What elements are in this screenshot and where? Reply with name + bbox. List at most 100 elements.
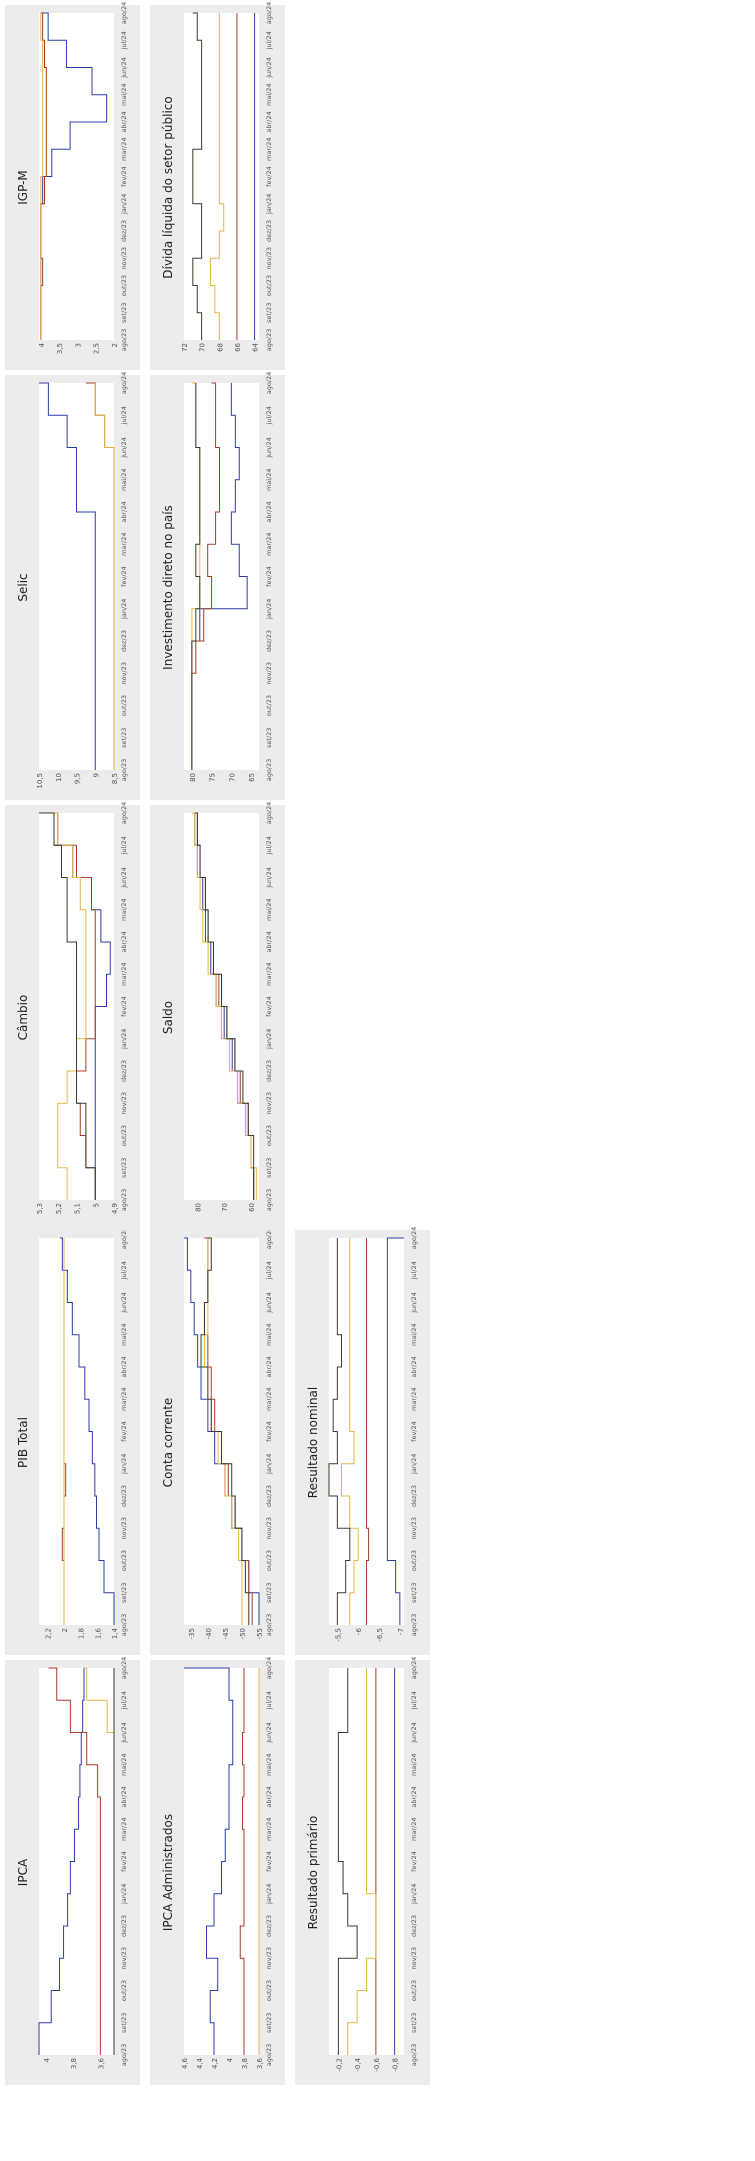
- chart-title-pib: PIB Total: [16, 1417, 30, 1468]
- xtick-ipca: fev/24: [120, 1851, 128, 1872]
- xtick-ipca_adm: mai/24: [265, 1753, 273, 1776]
- chart-title-saldo: Saldo: [161, 1001, 175, 1034]
- xtick-conta_corrente: mai/24: [265, 1323, 273, 1346]
- xtick-igpm: jul/24: [120, 31, 128, 50]
- plot-area-divida: [184, 13, 259, 340]
- panel-saldo: Saldo 80 70 60 ago/23 set/23 out/23 nov/23 dez/2…: [161, 802, 273, 1212]
- xtick-pib: out/23: [120, 1550, 128, 1571]
- xtick-ipca_adm: abr/24: [265, 1786, 273, 1807]
- xtick-saldo: nov/23: [265, 1092, 273, 1114]
- xtick-cambio: ago/23: [120, 1189, 128, 1212]
- xtick-ipca_adm: nov/23: [265, 1947, 273, 1969]
- xtick-resultado_nominal: jun/24: [410, 1292, 418, 1314]
- xtick-cambio: jun/24: [120, 867, 128, 889]
- xtick-saldo: ago/24: [265, 802, 273, 825]
- xtick-divida: jan/24: [265, 194, 273, 215]
- xtick-saldo: abr/24: [265, 931, 273, 952]
- ytick-igpm: 3,5: [56, 343, 64, 354]
- ytick-idp: 75: [209, 773, 217, 782]
- xtick-pib: jan/24: [120, 1454, 128, 1475]
- xtick-idp: fev/24: [265, 566, 273, 587]
- series-line-igpm-2: [40, 13, 44, 340]
- xtick-cambio: abr/24: [120, 931, 128, 952]
- xtick-cambio: set/23: [120, 1158, 128, 1178]
- xtick-ipca_adm: jan/24: [265, 1884, 273, 1905]
- xtick-resultado_nominal: nov/23: [410, 1517, 418, 1539]
- xtick-idp: jul/24: [265, 406, 273, 425]
- xtick-resultado_nominal: set/23: [410, 1583, 418, 1603]
- xtick-igpm: fev/24: [120, 166, 128, 187]
- xtick-ipca: jul/24: [120, 1691, 128, 1710]
- plot-area-ipca: [39, 1668, 114, 2055]
- xtick-ipca: mai/24: [120, 1753, 128, 1776]
- series-line-saldo-3: [194, 812, 255, 1200]
- xtick-cambio: fev/24: [120, 996, 128, 1017]
- plot-area-pib: [39, 1238, 114, 1625]
- xtick-divida: out/23: [265, 275, 273, 296]
- chart-title-conta_corrente: Conta corrente: [161, 1398, 175, 1488]
- ytick-ipca: 3,8: [70, 2058, 78, 2069]
- xtick-resultado_nominal: fev/24: [410, 1421, 418, 1442]
- xtick-resultado_primario: jun/24: [410, 1722, 418, 1744]
- xtick-selic: abr/24: [120, 501, 128, 522]
- xtick-resultado_nominal: ago/24: [410, 1227, 418, 1250]
- xtick-ipca: jan/24: [120, 1884, 128, 1905]
- chart-title-resultado_nominal: Resultado nominal: [306, 1387, 320, 1498]
- xtick-idp: mai/24: [265, 468, 273, 491]
- ytick-resultado_nominal: -5,5: [334, 1628, 342, 1642]
- xtick-divida: nov/23: [265, 247, 273, 269]
- xtick-divida: abr/24: [265, 111, 273, 132]
- xtick-pib: nov/23: [120, 1517, 128, 1539]
- series-line-divida-2: [209, 13, 225, 340]
- ytick-divida: 64: [252, 342, 260, 351]
- ytick-pib: 1,4: [111, 1627, 119, 1639]
- xtick-resultado_primario: ago/24: [410, 1657, 418, 1680]
- xtick-idp: ago/23: [265, 759, 273, 782]
- ytick-divida: 72: [181, 343, 189, 352]
- series-line-idp-3: [191, 383, 201, 770]
- ytick-conta_corrente: -45: [222, 1628, 230, 1639]
- xtick-divida: set/23: [265, 303, 273, 323]
- xtick-saldo: set/23: [265, 1158, 273, 1178]
- panel-pib: PIB Total 2,2 2 1,8 1,6 1,4 ago/23 set/23 out/23…: [16, 1227, 128, 1639]
- panel-conta_corrente: Conta corrente -35 -40 -45 -50 -55 ago/23 set/2…: [161, 1227, 273, 1640]
- xtick-igpm: out/23: [120, 275, 128, 296]
- series-line-cambio-2: [42, 812, 87, 1200]
- xtick-selic: jan/24: [120, 599, 128, 620]
- xtick-resultado_primario: mai/24: [410, 1753, 418, 1776]
- xtick-saldo: ago/23: [265, 1189, 273, 1212]
- ytick-cambio: 5: [92, 1203, 100, 1207]
- xtick-ipca_adm: ago/24: [265, 1657, 273, 1680]
- xtick-divida: mai/24: [265, 83, 273, 106]
- chart-title-resultado_primario: Resultado primário: [306, 1816, 320, 1930]
- xtick-ipca_adm: ago/23: [265, 2044, 273, 2067]
- ytick-divida: 68: [216, 343, 224, 352]
- ytick-conta_corrente: -35: [188, 1628, 196, 1639]
- ytick-resultado_primario: -0,6: [373, 2057, 381, 2071]
- ytick-idp: 70: [228, 773, 236, 782]
- ytick-igpm: 2: [111, 343, 119, 347]
- series-line-conta_corrente-3: [200, 1237, 250, 1625]
- xtick-idp: set/23: [265, 728, 273, 748]
- chart-title-cambio: Câmbio: [16, 995, 30, 1041]
- ytick-conta_corrente: -40: [205, 1628, 213, 1639]
- xtick-idp: abr/24: [265, 501, 273, 522]
- xtick-resultado_primario: set/23: [410, 2013, 418, 2033]
- xtick-conta_corrente: abr/24: [265, 1356, 273, 1377]
- xtick-divida: mar/24: [265, 138, 273, 161]
- ytick-resultado_primario: -0,2: [335, 2058, 343, 2072]
- ytick-conta_corrente: -55: [256, 1628, 264, 1639]
- panel-ipca: IPCA 4 3,8 3,6 ago/23 set/23 out/23 nov/23 dez/2…: [16, 1657, 128, 2069]
- panel-selic: Selic 10,5 10 9,5 9 8,5 ago/23 set/23 out/23 nov/…: [16, 372, 128, 789]
- series-line-ipca_adm-1: [239, 1668, 245, 2055]
- xtick-pib: mar/24: [120, 1388, 128, 1411]
- xtick-idp: ago/24: [265, 372, 273, 395]
- xtick-idp: mar/24: [265, 533, 273, 556]
- xtick-divida: ago/24: [265, 2, 273, 25]
- xtick-ipca: abr/24: [120, 1786, 128, 1807]
- xtick-resultado_nominal: out/23: [410, 1550, 418, 1571]
- series-line-resultado_nominal-0: [386, 1237, 404, 1625]
- ytick-divida: 66: [234, 342, 242, 351]
- ytick-selic: 9,5: [74, 773, 82, 784]
- xtick-conta_corrente: set/23: [265, 1583, 273, 1603]
